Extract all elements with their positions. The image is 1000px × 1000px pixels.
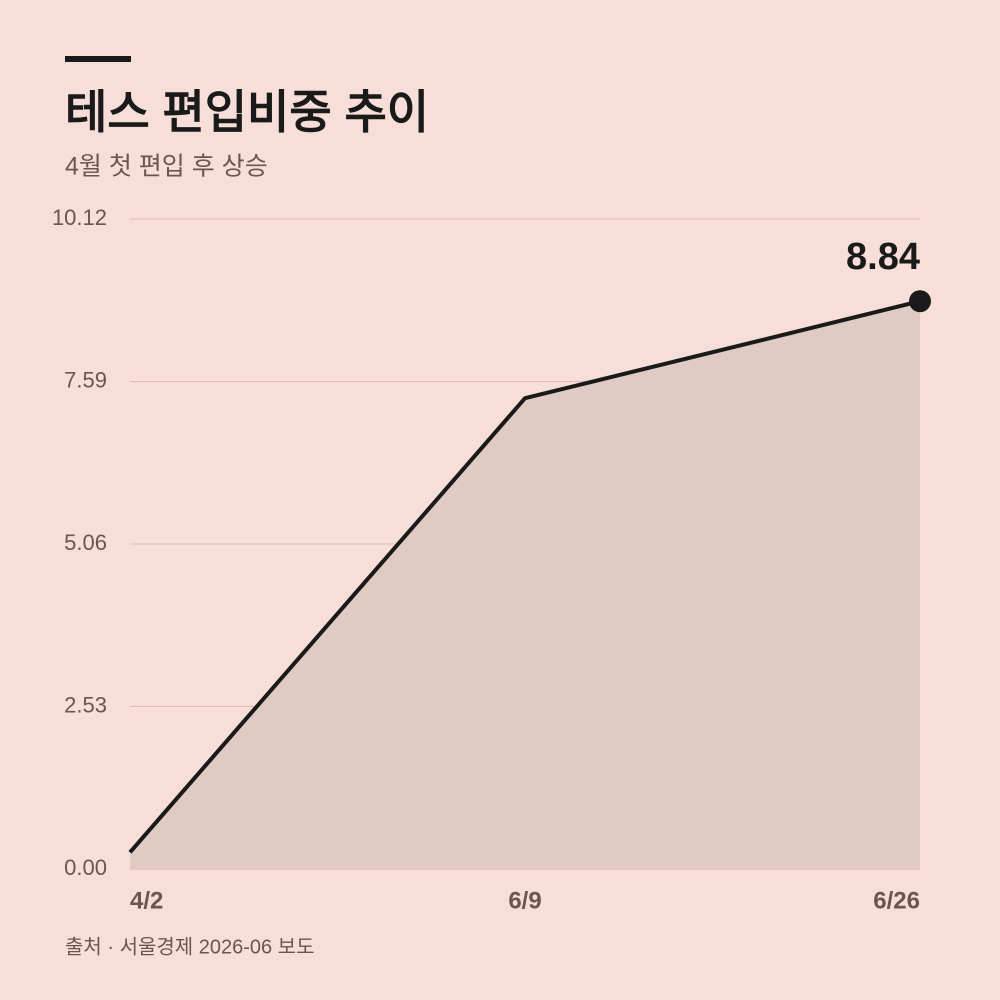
area [130,301,920,869]
y-tick-label: 7.59 [64,367,107,392]
y-tick-label: 0.00 [64,855,107,880]
x-tick-label: 6/9 [508,887,541,914]
y-tick-label: 5.06 [64,530,107,555]
y-tick-label: 10.12 [52,205,107,230]
data-label: 8.84 [846,236,920,278]
y-tick-label: 2.53 [64,692,107,717]
title-accent [65,56,131,62]
end-point [909,290,931,313]
source-note: 출처 · 서울경제 2026-06 보도 [65,935,315,958]
chart-subtitle: 4월 첫 편입 후 상승 [65,153,268,181]
chart-title: 테스 편입비중 추이 [65,86,429,138]
line [128,299,921,854]
x-tick-label: 4/2 [130,887,163,914]
x-tick-label: 6/26 [873,887,920,914]
